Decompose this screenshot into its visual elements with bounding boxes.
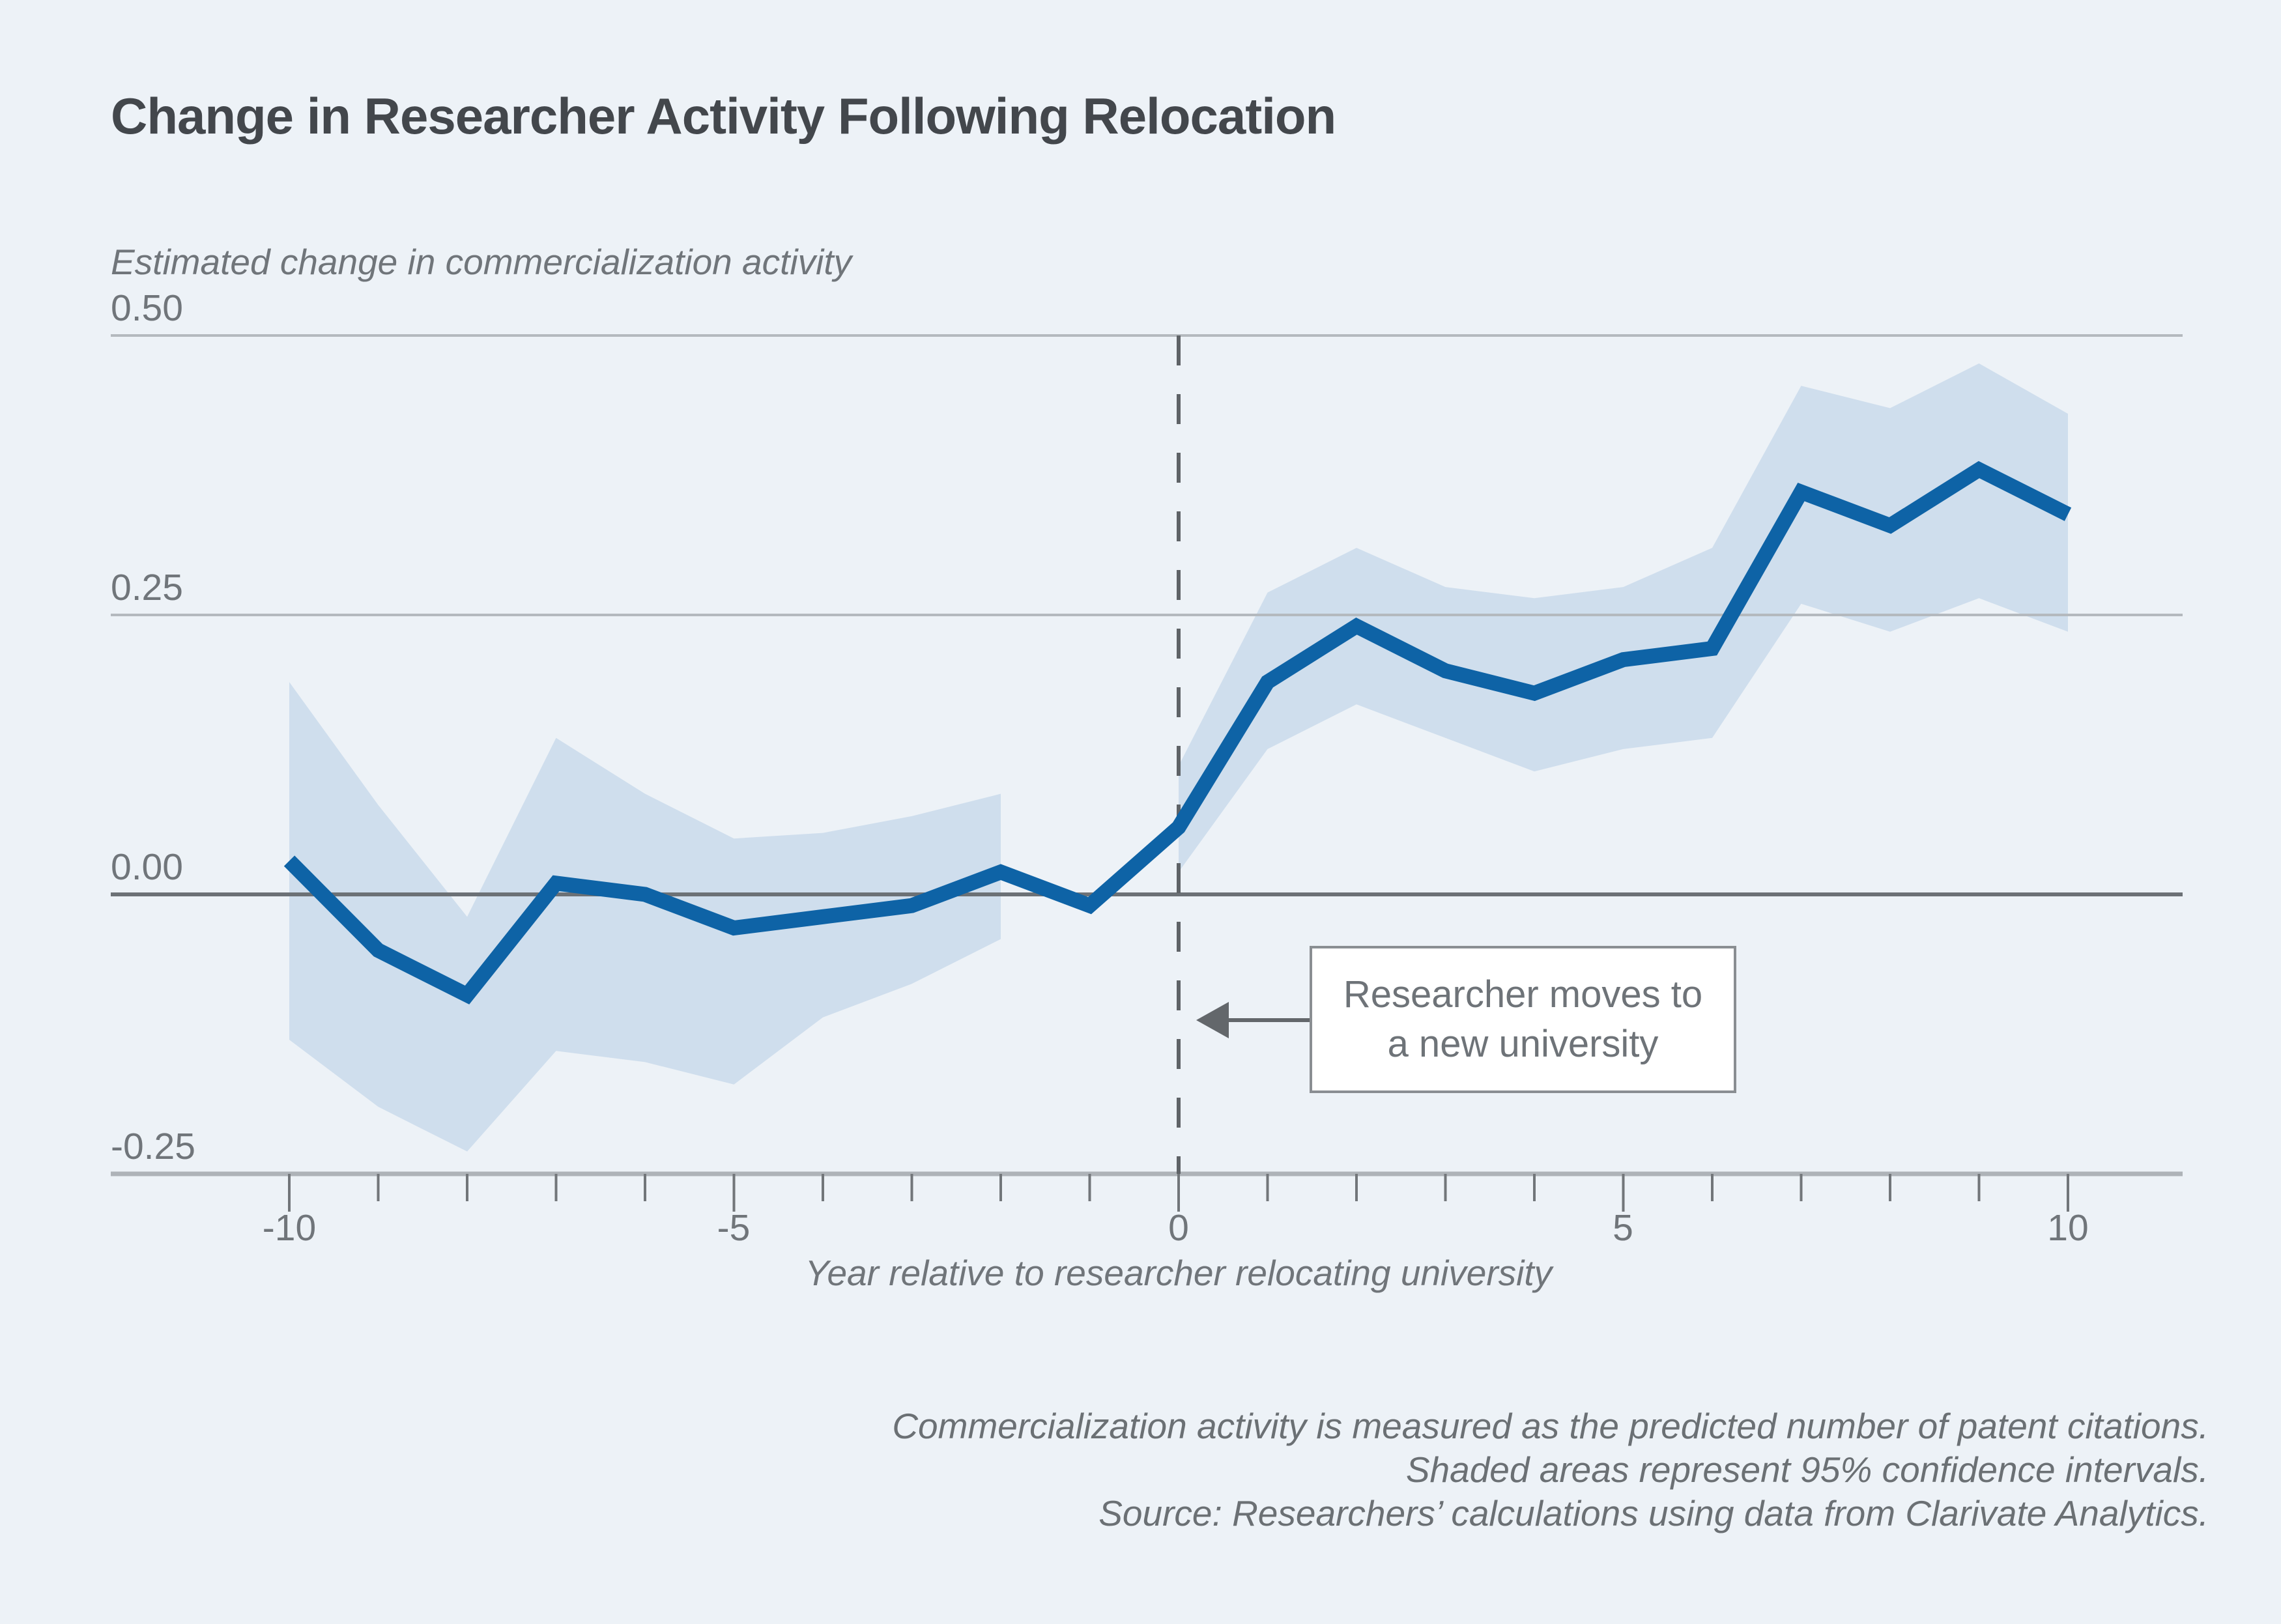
footnotes-block: Commercialization activity is measured a… [892, 1404, 2209, 1535]
x-axis-title: Year relative to researcher relocating u… [805, 1253, 1553, 1293]
y-tick-label-0.50: 0.50 [111, 287, 183, 329]
annotation-arrow-head [1196, 1002, 1229, 1038]
trend-line [283, 461, 2072, 1004]
y-axis-title: Estimated change in commercialization ac… [111, 242, 852, 282]
annotation-arrow [1196, 1002, 1310, 1038]
y-tick-label-0.00: 0.00 [111, 846, 183, 888]
gridline-layer [111, 334, 2183, 1176]
y-tick-label-0.25: 0.25 [111, 567, 183, 608]
x-tick-label-0: 0 [1168, 1207, 1189, 1249]
x-tick-label--10: -10 [262, 1207, 317, 1249]
x-tick-label-5: 5 [1613, 1207, 1633, 1249]
chart-title: Change in Researcher Activity Following … [111, 87, 1336, 145]
footnote-source: Source: Researchers’ calculations using … [1098, 1493, 2209, 1533]
x-tickmark-layer [288, 1174, 2069, 1212]
confidence-band-segment-0 [289, 681, 1001, 1152]
annotation-box: Researcher moves to a new university [1310, 946, 1736, 1093]
y-tick-label--0.25: -0.25 [111, 1126, 195, 1167]
footnote-measure: Commercialization activity is measured a… [892, 1406, 2209, 1446]
confidence-band-layer [289, 363, 2068, 1152]
confidence-band-segment-1 [1179, 363, 2068, 872]
footnote-shaded-areas: Shaded areas represent 95% confidence in… [1405, 1449, 2209, 1490]
x-tick-label--5: -5 [717, 1207, 751, 1249]
annotation-text-line1: Researcher moves to [1343, 973, 1703, 1016]
trend-line-layer [283, 461, 2072, 1004]
annotation-text-line2: a new university [1387, 1023, 1659, 1065]
x-tick-label-10: 10 [2047, 1207, 2089, 1249]
